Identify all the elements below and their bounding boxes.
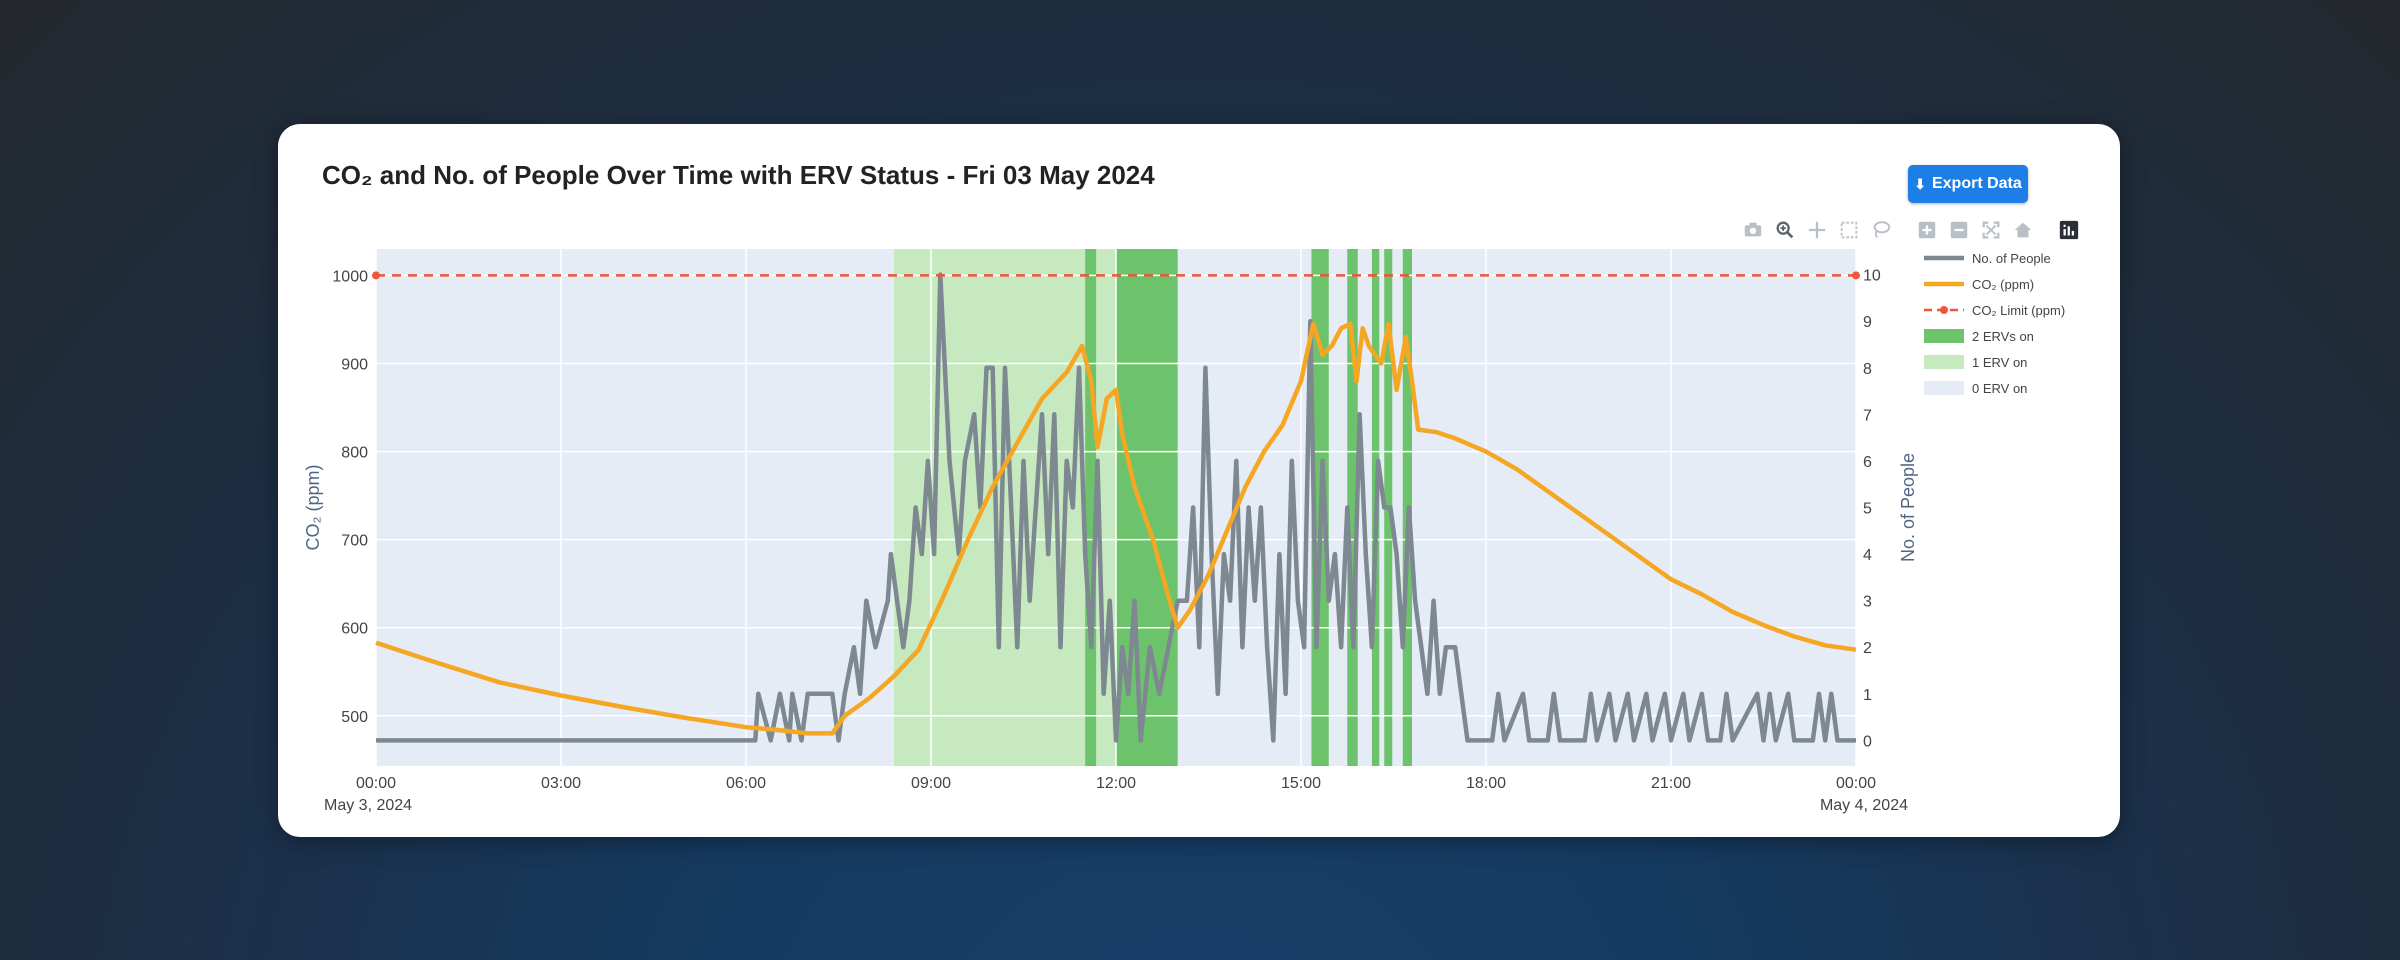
y-right-tick-label-6: 6 — [1863, 454, 1872, 471]
x-tick-label-2: 06:00 — [726, 775, 766, 792]
x-tick-sublabel-first: May 3, 2024 — [324, 797, 412, 814]
y-right-tick-label-7: 7 — [1863, 407, 1872, 424]
zoom-in-icon[interactable] — [1914, 217, 1940, 243]
box-select-icon[interactable] — [1836, 217, 1862, 243]
people-line — [376, 272, 1856, 743]
y-right-tick-label-5: 5 — [1863, 501, 1872, 518]
erv-period-1 — [1085, 249, 1097, 766]
legend-swatch-3 — [1924, 329, 1964, 343]
plotly-logo-icon[interactable] — [2056, 217, 2082, 243]
x-tick-label-6: 18:00 — [1466, 775, 1506, 792]
y-left-tick-label-0: 500 — [341, 709, 368, 726]
zoom-out-icon[interactable] — [1946, 217, 1972, 243]
y-left-tick-label-4: 900 — [341, 356, 368, 373]
lasso-select-icon[interactable] — [1868, 217, 1894, 243]
pan-icon[interactable] — [1804, 217, 1830, 243]
chart-title: CO₂ and No. of People Over Time with ERV… — [322, 160, 1155, 190]
y-right-tick-label-4: 4 — [1863, 547, 1872, 564]
y-right-tick-label-0: 0 — [1863, 733, 1872, 750]
x-tick-label-5: 15:00 — [1281, 775, 1321, 792]
x-tick-label-4: 12:00 — [1096, 775, 1136, 792]
x-tick-label-0: 00:00 — [356, 775, 396, 792]
y-right-axis-label: No. of People — [1898, 453, 1918, 562]
co2-limit-marker-end — [1852, 271, 1860, 280]
legend-label-2: CO₂ Limit (ppm) — [1972, 303, 2065, 318]
x-tick-label-7: 21:00 — [1651, 775, 1691, 792]
legend-label-4: 1 ERV on — [1972, 355, 2027, 370]
legend-label-5: 0 ERV on — [1972, 381, 2027, 396]
x-tick-label-1: 03:00 — [541, 775, 581, 792]
y-right-tick-label-8: 8 — [1863, 361, 1872, 378]
y-right-tick-label-10: 10 — [1863, 268, 1881, 285]
y-left-axis-label: CO₂ (ppm) — [303, 465, 323, 551]
y-left-tick-label-3: 800 — [341, 445, 368, 462]
legend-swatch-4 — [1924, 355, 1964, 369]
legend-swatch-5 — [1924, 381, 1964, 395]
y-right-tick-label-2: 2 — [1863, 640, 1872, 657]
reset-axes-icon[interactable] — [2010, 217, 2036, 243]
y-left-tick-label-1: 600 — [341, 621, 368, 638]
autoscale-icon[interactable] — [1978, 217, 2004, 243]
y-right-tick-label-9: 9 — [1863, 314, 1872, 331]
camera-icon[interactable] — [1740, 217, 1766, 243]
legend-swatch-marker-2 — [1940, 306, 1948, 314]
y-left-tick-label-2: 700 — [341, 533, 368, 550]
legend-label-1: CO₂ (ppm) — [1972, 277, 2034, 292]
y-right-tick-label-1: 1 — [1863, 687, 1872, 704]
y-left-tick-label-5: 1000 — [332, 268, 368, 285]
zoom-icon[interactable] — [1772, 217, 1798, 243]
export-data-button[interactable]: ⬇ Export Data — [1908, 165, 2028, 203]
y-right-tick-label-3: 3 — [1863, 594, 1872, 611]
x-tick-label-3: 09:00 — [911, 775, 951, 792]
x-tick-label-8: 00:00 — [1836, 775, 1876, 792]
x-tick-sublabel-last: May 4, 2024 — [1820, 797, 1908, 814]
plot-toolbar — [1740, 216, 2088, 244]
legend-label-0: No. of People — [1972, 251, 2051, 266]
download-icon: ⬇ — [1914, 175, 1926, 192]
erv-period-5 — [1347, 249, 1358, 766]
co2-line — [375, 321, 1857, 736]
export-data-label: Export Data — [1931, 175, 2022, 192]
legend-label-3: 2 ERVs on — [1972, 329, 2034, 344]
co2-limit-marker-start — [372, 271, 380, 280]
